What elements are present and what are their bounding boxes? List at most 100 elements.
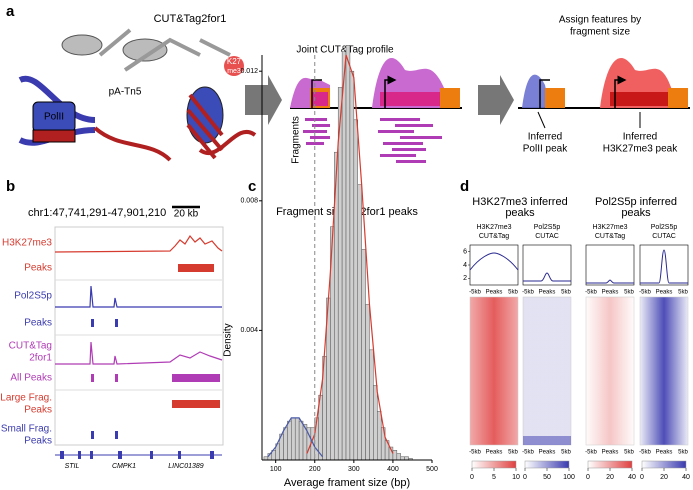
peak bbox=[178, 264, 214, 272]
profile bbox=[522, 74, 550, 108]
column-label: H3K27me3 bbox=[592, 224, 627, 231]
signal bbox=[55, 341, 223, 365]
fit-curve bbox=[306, 54, 394, 454]
track-label: Peaks bbox=[24, 405, 52, 416]
gene bbox=[668, 88, 688, 108]
peak bbox=[115, 431, 118, 439]
column-label: Pol2S5p bbox=[651, 224, 678, 231]
arrow bbox=[245, 75, 282, 125]
colorbar-label: 100 bbox=[563, 474, 575, 481]
scale-label: 20 kb bbox=[174, 209, 199, 220]
colorbar-label: 20 bbox=[660, 474, 668, 481]
panel-c: c Fragment size in 2for1 peaks Average f… bbox=[223, 45, 438, 489]
bar bbox=[287, 420, 292, 461]
enzyme-label: pA-Tn5 bbox=[109, 87, 142, 98]
inferred-k27: Inferred bbox=[623, 132, 657, 143]
colorbar bbox=[641, 460, 687, 469]
fit-curve bbox=[267, 417, 324, 458]
panel-a: a CUT&Tag2for1 PolII K27 me3 pA-Tn5 Join… bbox=[6, 3, 690, 164]
bar bbox=[369, 349, 374, 461]
antibody bbox=[122, 38, 168, 62]
x-label: -5kb bbox=[522, 450, 534, 456]
bar bbox=[298, 420, 304, 461]
colorbar-label: 40 bbox=[682, 474, 690, 481]
track-label: All Peaks bbox=[10, 373, 52, 384]
colorbar bbox=[524, 460, 570, 469]
heatmap bbox=[639, 296, 689, 446]
fragments-label: Fragments bbox=[291, 116, 302, 164]
x-label: Peaks bbox=[539, 290, 556, 296]
colorbar-label: 0 bbox=[470, 474, 474, 481]
colorbar bbox=[471, 460, 517, 469]
bar bbox=[392, 450, 398, 461]
x-label: Peaks bbox=[656, 450, 673, 456]
colorbar-label: 0 bbox=[640, 474, 644, 481]
y-axis-label: Density bbox=[223, 323, 234, 356]
inferred-k27: H3K27me3 peak bbox=[603, 144, 678, 155]
overlap bbox=[380, 92, 440, 106]
peak bbox=[115, 319, 118, 327]
peak bbox=[172, 374, 220, 382]
column-label: CUTAC bbox=[652, 233, 676, 240]
colorbar-label: 10 bbox=[512, 474, 520, 481]
profile-tick-label: 6 bbox=[463, 249, 467, 256]
colorbar-label: 40 bbox=[628, 474, 636, 481]
colorbar-label: 50 bbox=[543, 474, 551, 481]
x-label: -5kb bbox=[639, 450, 651, 456]
x-label: 5kb bbox=[624, 290, 634, 296]
panel-label: a bbox=[6, 3, 15, 20]
group-title: H3K27me3 inferred bbox=[472, 196, 567, 208]
bar bbox=[291, 417, 296, 461]
heatmap bbox=[469, 296, 519, 446]
x-label: 5kb bbox=[678, 450, 688, 456]
mark-label: me3 bbox=[227, 68, 241, 75]
profile-frame bbox=[522, 244, 572, 286]
track-frame bbox=[54, 226, 224, 446]
track-label: Small Frag. bbox=[1, 424, 52, 435]
x-label: Peaks bbox=[486, 290, 503, 296]
track-label: Large Frag. bbox=[0, 393, 52, 404]
x-label: Peaks bbox=[539, 450, 556, 456]
bar bbox=[345, 45, 351, 461]
x-label: Peaks bbox=[656, 290, 673, 296]
dna-wrap bbox=[186, 93, 224, 160]
heatmap-enrich bbox=[523, 436, 571, 445]
peak bbox=[91, 374, 94, 382]
bar bbox=[294, 417, 300, 461]
column-label: CUTAC bbox=[535, 233, 559, 240]
profile-frame bbox=[585, 244, 635, 286]
arrow bbox=[478, 75, 514, 125]
profile-tick-label: 4 bbox=[463, 262, 467, 269]
x-axis-label: Average frament size (bp) bbox=[284, 477, 410, 489]
panel-d: d H3K27me3 inferredpeaksH3K27me3CUT&Tag-… bbox=[460, 178, 690, 481]
inferred-pol: PolII peak bbox=[523, 144, 568, 155]
antibody bbox=[98, 28, 231, 72]
assign-title: Assign features by bbox=[559, 15, 641, 26]
heatmap bbox=[585, 296, 635, 446]
bar bbox=[283, 427, 288, 461]
x-tick-label: 200 bbox=[309, 466, 321, 473]
bar bbox=[396, 453, 401, 461]
profile-tick-label: 2 bbox=[463, 275, 467, 282]
bar bbox=[337, 87, 343, 461]
x-label: -5kb bbox=[639, 290, 651, 296]
gene bbox=[545, 88, 565, 108]
group-title: peaks bbox=[505, 207, 535, 219]
x-label: -5kb bbox=[469, 450, 481, 456]
track-label: CUT&Tag bbox=[9, 341, 52, 352]
track-label: Peaks bbox=[24, 263, 52, 274]
mark-label: K27 bbox=[227, 57, 242, 66]
y-tick-label: 0.004 bbox=[240, 327, 258, 334]
x-label: -5kb bbox=[585, 450, 597, 456]
heatmap bbox=[522, 296, 572, 446]
peak bbox=[91, 319, 94, 327]
dna bbox=[93, 126, 257, 162]
track-label: Pol2S5p bbox=[14, 291, 52, 302]
x-label: 5kb bbox=[561, 290, 571, 296]
profile-frame bbox=[639, 244, 689, 286]
x-label: 5kb bbox=[624, 450, 634, 456]
fragments bbox=[303, 118, 442, 163]
construct-label: CUT&Tag2for1 bbox=[154, 13, 227, 25]
column-label: CUT&Tag bbox=[595, 233, 625, 240]
